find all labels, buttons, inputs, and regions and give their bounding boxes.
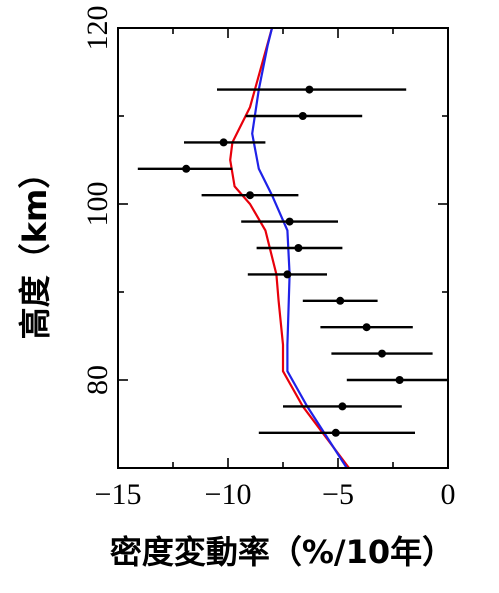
data-point-13	[338, 402, 347, 411]
y-tick-label: 80	[81, 365, 114, 395]
data-point-6	[285, 217, 294, 226]
data-point-9	[336, 296, 345, 305]
data-point-3	[219, 138, 228, 147]
series-line-2	[251, 28, 348, 468]
data-point-7	[294, 244, 303, 252]
data-point-11	[378, 349, 386, 358]
y-axis-label: 高度（km）	[16, 157, 54, 340]
data-point-5	[246, 191, 254, 200]
x-axis-label: 密度変動率（%/10年）	[110, 533, 454, 571]
data-point-2	[298, 112, 307, 120]
data-point-1	[305, 85, 314, 94]
x-tick-label: −5	[322, 478, 354, 511]
data-point-10	[362, 323, 371, 332]
data-point-4	[182, 164, 191, 173]
data-point-12	[395, 376, 404, 384]
y-tick-label: 120	[81, 6, 114, 51]
data-point-8	[283, 270, 292, 279]
x-tick-label: −15	[95, 478, 142, 511]
y-tick-label: 100	[81, 182, 114, 227]
x-tick-label: −10	[205, 478, 252, 511]
data-point-14	[331, 428, 340, 437]
x-tick-label: 0	[441, 478, 456, 511]
